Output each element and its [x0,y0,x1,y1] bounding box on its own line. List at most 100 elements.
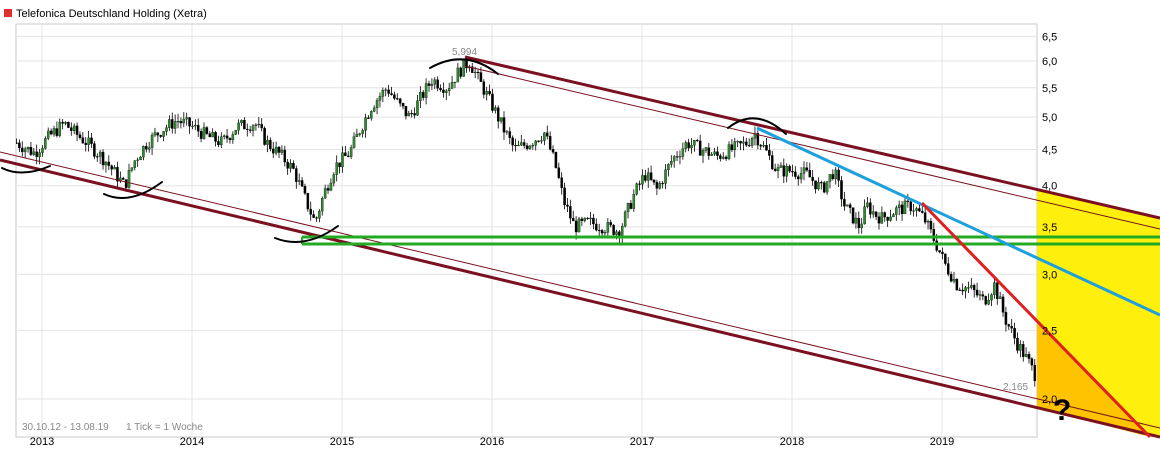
candle-body [595,223,598,231]
candle-body [719,155,722,159]
candle-body [491,93,494,111]
question-mark: ? [1053,394,1071,427]
candle-body [629,203,633,209]
candle-body [450,82,454,89]
candle-body [277,146,281,153]
candle-body [600,230,604,234]
candle-body [269,139,272,150]
candle-body [675,156,679,158]
candle-body [352,136,356,148]
candle-body [704,147,708,151]
candle-body [566,204,569,207]
candle-body [972,285,976,291]
candle-body [897,204,901,208]
candle-body [72,125,76,131]
candle-body [560,177,563,188]
candle-body [871,211,875,215]
candle-body [283,149,287,163]
candle-body [520,142,523,146]
candle-body [370,111,373,119]
candle-body [150,134,154,148]
candle-body [295,168,298,182]
tick-info: 1 Tick = 1 Woche [126,422,203,433]
candle-body [921,210,924,213]
candle-body [571,218,575,222]
candle-body [90,137,93,144]
candle-body [142,146,145,158]
candle-body [496,107,500,122]
candle-body [159,135,162,137]
candle-body [825,181,829,193]
x-tick-label: 2017 [630,436,654,448]
candle-body [958,289,962,291]
candle-body [961,289,964,292]
candle-body [49,130,53,135]
candle-body [655,182,659,189]
candle-body [964,287,967,292]
candle-body [494,107,497,111]
candle-body [771,155,774,170]
candle-body [225,135,229,139]
channel-upper [464,55,1160,220]
candle-body [208,133,212,138]
candle-body [482,81,486,95]
candle-body [886,216,889,221]
candle-body [998,296,1002,299]
candle-body [266,139,269,145]
y-tick-label: 4,5 [1042,145,1057,157]
candle-body [889,216,892,221]
candle-body [796,176,800,180]
candle-body [846,204,849,207]
channel-upper-inner [464,65,1160,230]
candle-body [55,128,59,136]
candle-body [98,151,102,157]
candle-body [1016,338,1019,351]
candle-body [292,163,295,169]
candle-body [828,174,832,182]
candle-body [306,193,310,210]
candle-body [194,125,197,127]
candle-body [234,130,237,135]
high-value-label: 5,994 [452,47,477,58]
candle-body [1013,328,1016,339]
candle-body [355,133,359,137]
candle-body [318,210,321,219]
candle-body [309,208,312,215]
candle-body [145,146,148,150]
grid [16,24,1037,437]
candle-body [866,202,869,207]
candle-body [918,208,921,212]
candle-body [1010,326,1013,329]
candle-body [471,66,474,73]
x-tick-label: 2014 [180,436,204,448]
candle-body [271,148,275,154]
candle-body [153,132,157,136]
candle-body [892,214,895,218]
chart-title: Telefonica Deutschland Holding (Xetra) [16,8,207,20]
candle-body [554,152,558,168]
candle-body [753,133,757,139]
candle-body [678,156,682,158]
candle-body [107,161,111,166]
candle-body [485,91,488,95]
candle-body [508,131,512,138]
candle-body [222,135,226,137]
candle-body [967,287,970,289]
candle-body [912,210,915,212]
trend-lines [0,55,1160,439]
candle-body [1019,344,1022,351]
candle-body [185,117,188,120]
candle-body [211,132,214,138]
candle-body [349,147,353,157]
candle-body [274,146,278,154]
candle-body [583,217,587,221]
candle-body [96,156,99,158]
candle-body [548,136,552,150]
candle-body [768,150,771,156]
candle-body [724,156,728,159]
candle-body [439,88,442,91]
candle-body [32,151,36,155]
candle-body [935,240,938,251]
candle-body [78,134,82,138]
